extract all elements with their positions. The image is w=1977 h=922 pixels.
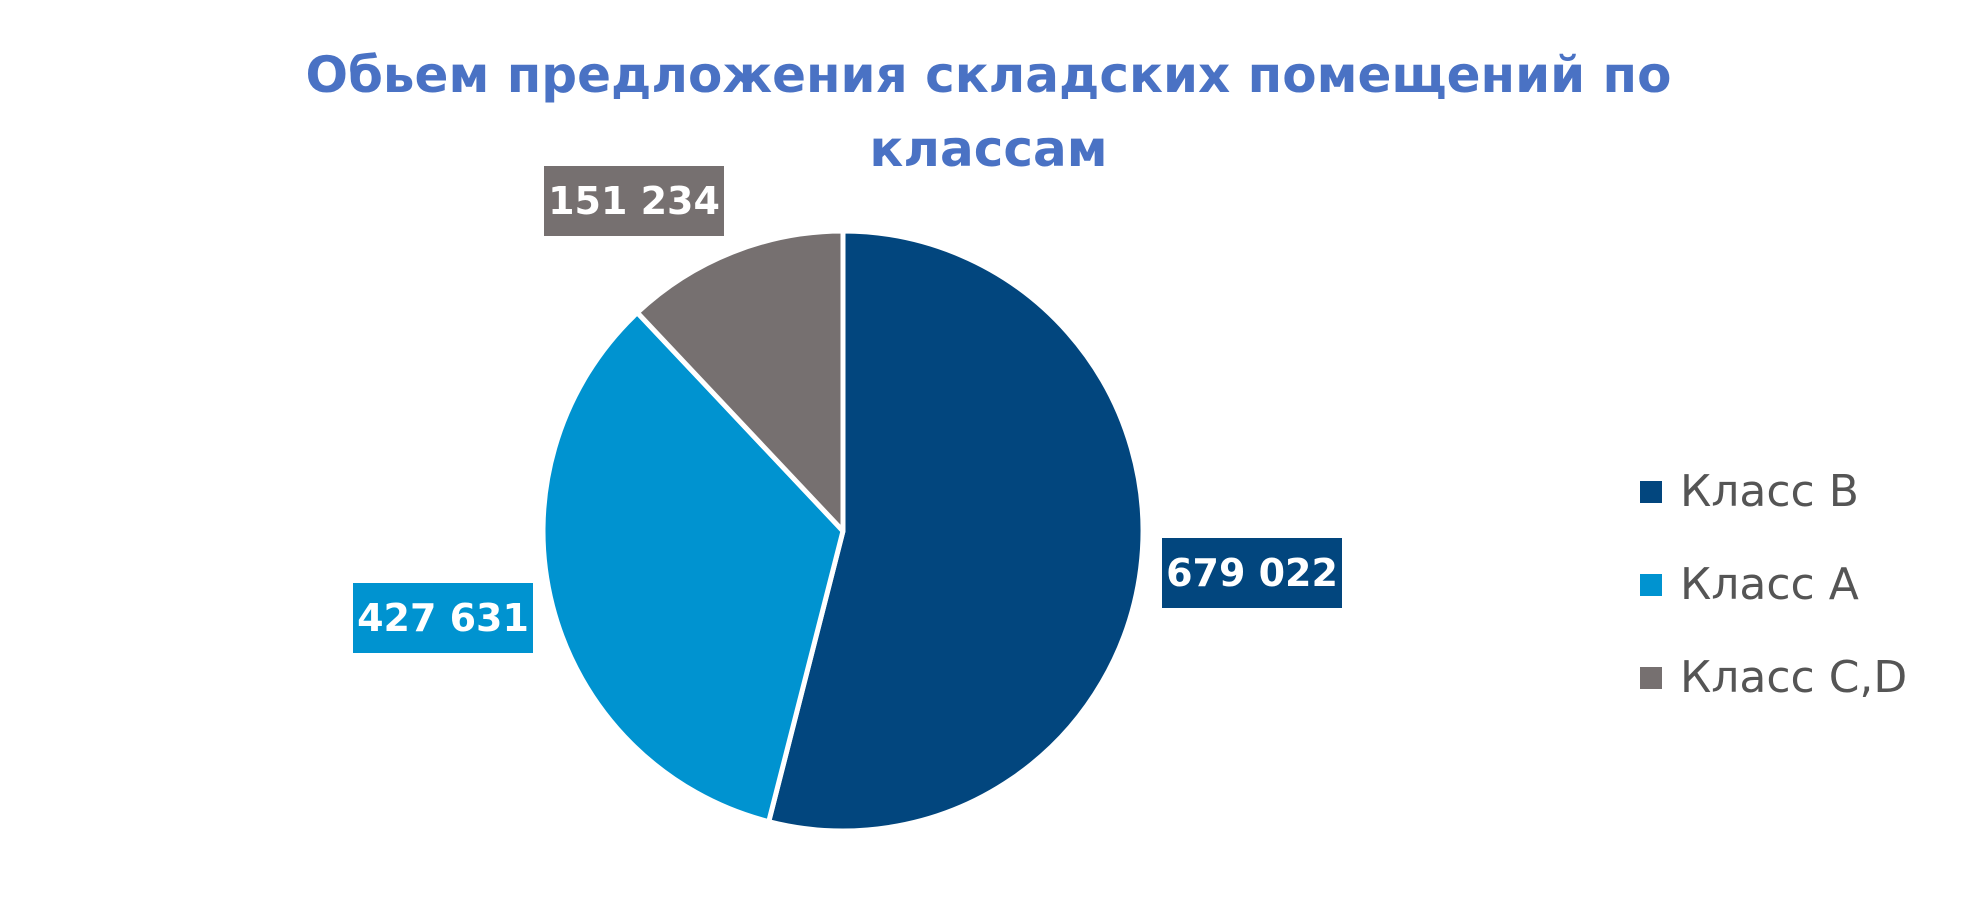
data-label-class-a: 427 631 — [353, 583, 533, 653]
legend-swatch-class-a — [1640, 573, 1662, 596]
data-label-class-cd-text: 151 234 — [548, 179, 720, 223]
legend-swatch-class-b — [1640, 480, 1662, 503]
chart-title-line-2: классам — [869, 120, 1108, 178]
legend-item-class-b: Класс B — [1640, 445, 1907, 538]
legend-label-class-b: Класс B — [1680, 466, 1859, 517]
data-label-class-b-text: 679 022 — [1166, 551, 1338, 595]
pie-slice-class-b — [766, 228, 1146, 834]
data-label-class-a-box — [353, 583, 533, 653]
legend-label-class-cd: Класс C,D — [1680, 652, 1908, 703]
legend-item-class-a: Класс A — [1640, 538, 1907, 631]
chart-title: Обьем предложения складских помещений по… — [0, 38, 1977, 186]
pie-slice-class-a — [540, 310, 846, 825]
legend-label-class-a: Класс A — [1680, 559, 1859, 610]
data-label-class-b-box — [1162, 538, 1342, 608]
legend-item-class-cd: Класс C,D — [1640, 631, 1907, 724]
data-label-class-cd-box — [544, 166, 724, 236]
data-label-class-cd: 151 234 — [544, 166, 724, 236]
legend: Класс B Класс A Класс C,D — [1640, 445, 1907, 724]
legend-swatch-class-cd — [1640, 666, 1662, 689]
data-label-class-b: 679 022 — [1162, 538, 1342, 608]
data-label-class-a-text: 427 631 — [357, 596, 529, 640]
pie-slice-class-cd — [634, 228, 846, 534]
chart-title-line-1: Обьем предложения складских помещений по — [305, 46, 1672, 104]
